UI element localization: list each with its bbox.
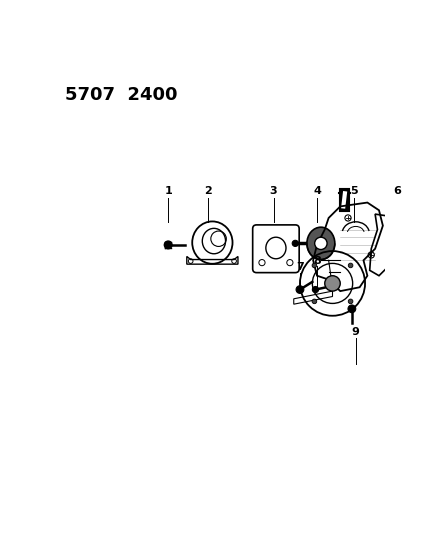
Circle shape — [348, 299, 353, 304]
Circle shape — [315, 237, 327, 249]
Text: 3: 3 — [270, 187, 277, 196]
Text: 5707  2400: 5707 2400 — [65, 85, 178, 103]
Circle shape — [164, 241, 172, 249]
Text: 8: 8 — [313, 256, 321, 265]
Ellipse shape — [307, 227, 335, 260]
Circle shape — [312, 287, 318, 293]
Circle shape — [325, 276, 340, 291]
Text: 5: 5 — [351, 187, 358, 196]
Circle shape — [296, 286, 304, 294]
Text: 6: 6 — [393, 187, 401, 196]
Circle shape — [348, 263, 353, 268]
Text: 1: 1 — [164, 187, 172, 196]
Text: 4: 4 — [313, 187, 321, 196]
Text: 9: 9 — [352, 327, 360, 337]
Text: 2: 2 — [205, 187, 212, 196]
Circle shape — [312, 299, 317, 304]
Circle shape — [348, 305, 356, 313]
Circle shape — [292, 240, 298, 246]
Text: 7: 7 — [296, 262, 304, 272]
Circle shape — [312, 263, 317, 268]
